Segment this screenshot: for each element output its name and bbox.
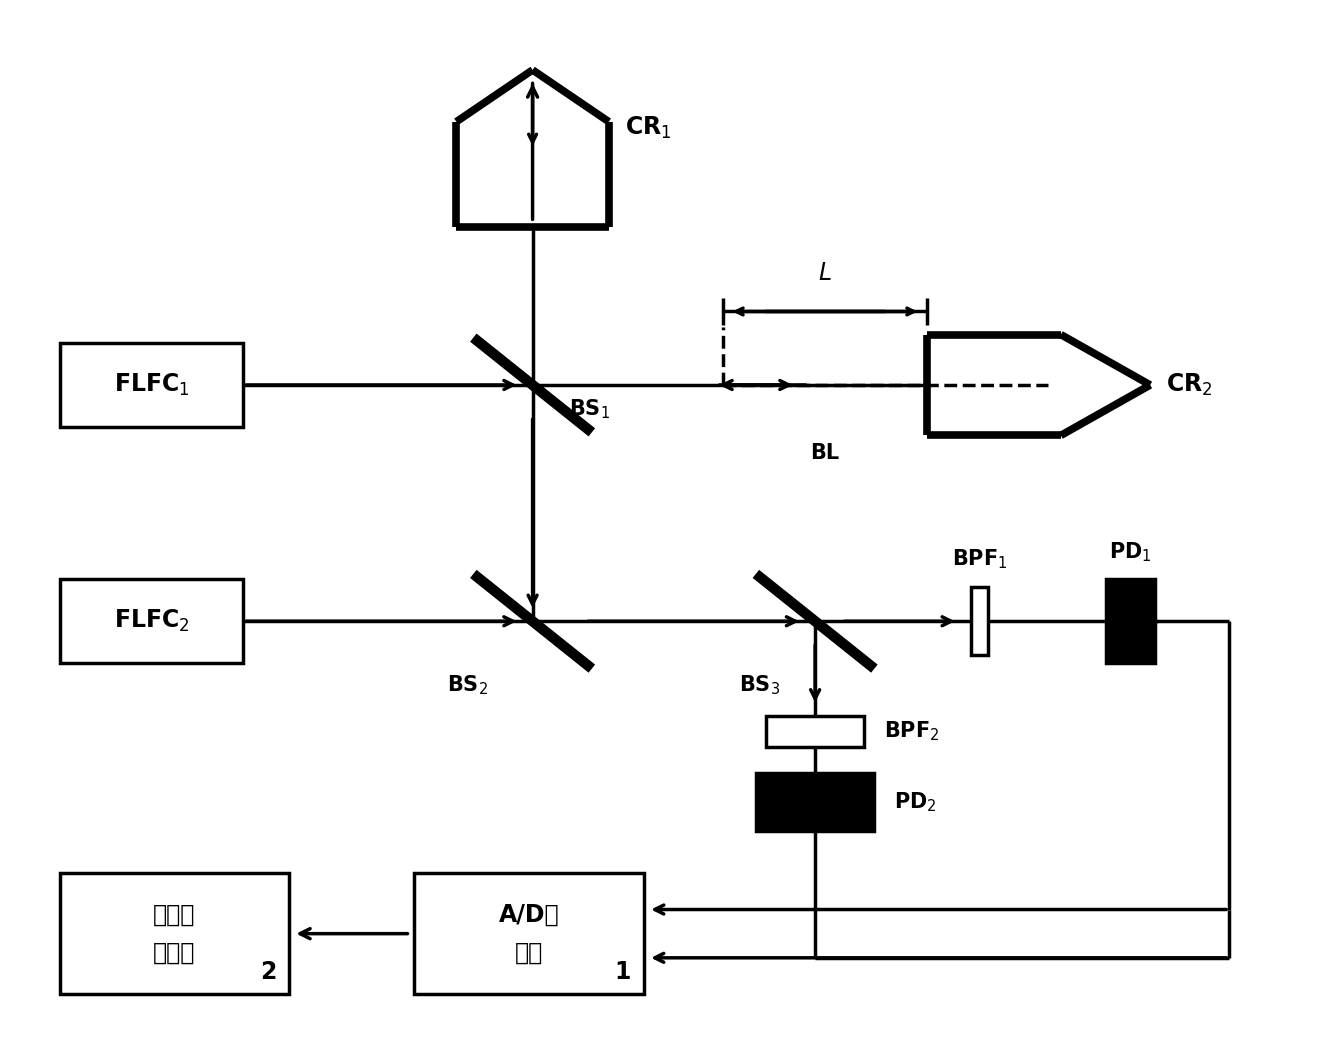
Text: BPF$_1$: BPF$_1$: [952, 548, 1007, 571]
Text: PD$_1$: PD$_1$: [1109, 539, 1151, 564]
Text: CR$_2$: CR$_2$: [1166, 372, 1212, 398]
Bar: [60, 343, 243, 427]
Text: BS$_1$: BS$_1$: [570, 398, 611, 421]
Text: 1: 1: [615, 960, 631, 983]
Text: 2: 2: [260, 960, 276, 983]
Bar: [60, 874, 290, 994]
Text: CR$_1$: CR$_1$: [624, 115, 671, 140]
Bar: [414, 874, 644, 994]
Text: FLFC$_1$: FLFC$_1$: [114, 372, 190, 398]
Text: A/D转: A/D转: [499, 902, 559, 927]
Bar: [1105, 579, 1155, 663]
Text: 理单元: 理单元: [153, 941, 195, 965]
Text: BL: BL: [810, 443, 839, 463]
Bar: [971, 587, 988, 655]
Text: FLFC$_2$: FLFC$_2$: [114, 609, 190, 634]
Text: 信号处: 信号处: [153, 902, 195, 927]
Bar: [766, 716, 865, 747]
Bar: [756, 774, 874, 831]
Text: $L$: $L$: [818, 262, 831, 285]
Text: BS$_2$: BS$_2$: [448, 674, 489, 697]
Text: PD$_2$: PD$_2$: [894, 791, 936, 814]
Bar: [60, 579, 243, 663]
Text: 换器: 换器: [515, 941, 543, 965]
Text: BS$_3$: BS$_3$: [738, 674, 780, 697]
Text: BPF$_2$: BPF$_2$: [884, 719, 940, 744]
